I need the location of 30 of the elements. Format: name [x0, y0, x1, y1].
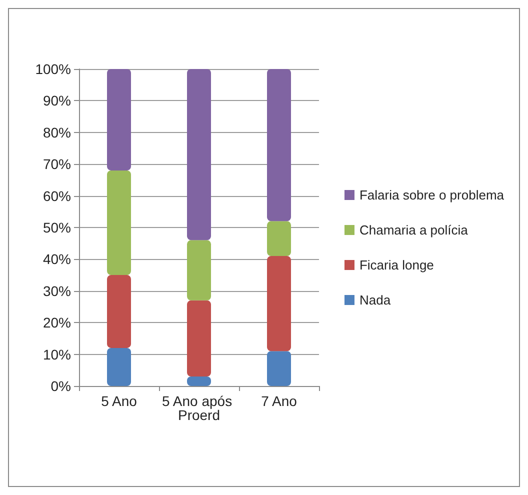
bar [107, 348, 131, 386]
y-tick-label: 100% [35, 61, 71, 77]
y-tick-label: 30% [42, 282, 71, 299]
y-tick-label: 40% [42, 251, 71, 268]
y-tick-label: 60% [42, 188, 71, 204]
bar [267, 69, 291, 222]
legend-label: Falaria sobre o problema [359, 188, 505, 202]
x-tick-label: 5 Ano após Proerd [162, 393, 236, 423]
bar [187, 300, 211, 376]
bar [107, 170, 131, 276]
bar [187, 376, 211, 386]
y-tick-label: 10% [42, 346, 71, 362]
bar [187, 69, 211, 240]
x-tick-label: 5 Ano [101, 393, 138, 409]
y-tick-label: 50% [42, 220, 71, 236]
y-tick-label: 80% [42, 124, 71, 140]
y-tick-label: 0% [50, 378, 71, 394]
legend-label: Chamaria a polícia [359, 222, 469, 238]
bar [187, 240, 211, 300]
legend-label: Nada [359, 292, 392, 308]
x-tick-label: 7 Ano [261, 393, 298, 409]
bar [267, 351, 291, 386]
legend-label: Ficaria longe [359, 258, 434, 272]
y-tick-label: 20% [42, 314, 71, 331]
bar [267, 256, 291, 352]
y-tick-label: 90% [42, 92, 71, 109]
bar [267, 221, 291, 256]
bar [107, 69, 131, 170]
y-tick-label: 70% [42, 156, 71, 172]
bar [107, 275, 131, 348]
